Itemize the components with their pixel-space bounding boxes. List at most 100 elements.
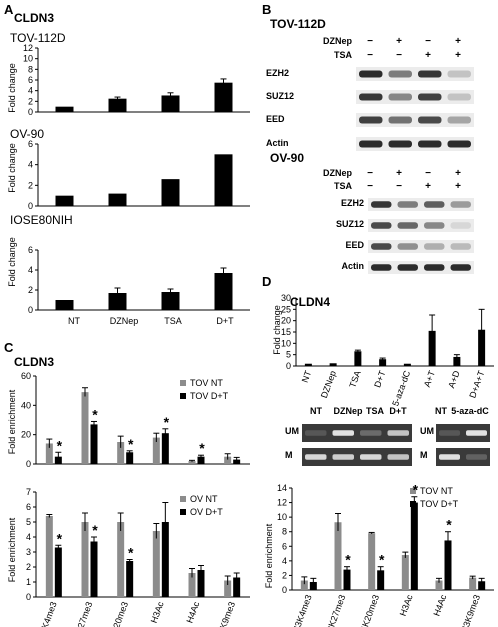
western-blot-images <box>356 67 474 274</box>
significance-star-3-4: * <box>199 440 205 456</box>
blot-1-row-suz12: SUZ12 <box>266 91 294 101</box>
bar-5-0 <box>304 363 312 366</box>
blot-2-row-0-band-3 <box>450 201 471 208</box>
bar-3-0-5 <box>224 456 232 464</box>
legend-ov-nt: OV NT <box>190 494 218 504</box>
blot-2-row-1-band-1 <box>397 222 418 229</box>
blot-2-row-ezh2: EZH2 <box>341 198 364 208</box>
blot-2-row-0-band-1 <box>397 201 418 208</box>
bar-6-1-1 <box>343 569 351 590</box>
y-tick-label-5-6: 30 <box>281 293 291 303</box>
x-tick-label-5-7: D+A+T <box>467 369 486 400</box>
blot-1-row-1-band-0 <box>359 93 383 101</box>
y-tick-label-0-2: 4 <box>28 86 33 96</box>
bar-0-2 <box>161 95 180 112</box>
blot-2-row-2-band-0 <box>371 243 392 250</box>
y-tick-label-0-1: 2 <box>28 96 33 106</box>
y-tick-label-6-3: 6 <box>282 541 287 551</box>
bar-4-1-1 <box>90 541 98 597</box>
bar-6-1-5 <box>478 581 486 590</box>
gel-row-m: M <box>285 450 293 460</box>
y-tick-label-1-3: 6 <box>28 139 33 149</box>
y-tick-label-3-1: 20 <box>21 430 31 440</box>
panel-c-title: CLDN3 <box>14 355 54 369</box>
x-tick-label-4-3: H3Ac <box>149 600 166 625</box>
y-tick-label-6-1: 2 <box>282 570 287 580</box>
bar-3-0-3 <box>152 437 160 464</box>
y-tick-label-4-0: 0 <box>26 592 31 602</box>
bar-2-0 <box>55 300 74 310</box>
blot-1-sign-2-1: − <box>367 50 373 61</box>
blot-1-sign-1-3: − <box>425 36 431 47</box>
significance-star-3-2: * <box>128 436 134 452</box>
gel-m-left-bg <box>302 448 412 466</box>
y-tick-label-2-2: 4 <box>28 265 33 275</box>
y-tick-label-6-4: 8 <box>282 527 287 537</box>
x-tick-label-6-4: H4Ac <box>431 593 448 618</box>
y-tick-label-3-0: 0 <box>26 459 31 469</box>
blot-2-sign-2-3: + <box>425 181 431 192</box>
x-tick-label-6-3: H3Ac <box>398 593 415 618</box>
bar-1-2 <box>161 179 180 206</box>
blot-2-row-0-band-0 <box>371 201 392 208</box>
blot-2-row-1-band-0 <box>371 222 392 229</box>
bar-0-3 <box>214 82 233 112</box>
blot-2-row-2-band-2 <box>424 243 445 250</box>
y-tick-label-4-5: 5 <box>26 517 31 527</box>
bar-4-0-2 <box>117 522 125 597</box>
panel-d-title: CLDN4 <box>290 295 330 309</box>
bar-1-0 <box>55 195 74 206</box>
bar-4-1-0 <box>54 547 62 597</box>
bar-5-4 <box>403 363 411 366</box>
blot-group-2-name: OV-90 <box>270 151 304 165</box>
blot-1-row-0-band-2 <box>418 70 442 78</box>
bar-6-0-5 <box>469 577 477 590</box>
panel-c-ylabel-top: Fold enrichment <box>7 389 17 454</box>
gel-um-left-band-1 <box>332 430 354 436</box>
blot-2-sign-2-1: − <box>367 181 373 192</box>
blot-2-treat1-label: DZNep <box>323 168 353 178</box>
blot-2-row-2-band-1 <box>397 243 418 250</box>
y-tick-label-4-3: 3 <box>26 547 31 557</box>
blot-2-sign-2-4: + <box>455 181 461 192</box>
blot-1-row-2-band-1 <box>388 116 412 124</box>
gel-um-right-band-1 <box>466 430 487 436</box>
bar-3-1-2 <box>126 452 134 464</box>
bar-5-1 <box>329 363 337 366</box>
y-tick-label-1-1: 2 <box>28 180 33 190</box>
y-tick-label-5-2: 10 <box>281 338 291 348</box>
y-tick-label-3-3: 60 <box>21 371 31 381</box>
bar-4-1-2 <box>126 561 134 597</box>
blot-2-row-3-band-2 <box>424 264 445 271</box>
legend-swatch-tov-nt <box>180 380 186 386</box>
bar-4-0-4 <box>188 573 196 597</box>
blot-2-row-eed: EED <box>345 240 364 250</box>
bar-6-1-4 <box>444 540 452 590</box>
blot-1-row-1-band-1 <box>388 93 412 101</box>
blot-1-row-3-band-0 <box>359 140 383 148</box>
x-tick-label-5-5: A+T <box>422 369 437 389</box>
legend-swatch-tov-dt <box>180 393 186 399</box>
panel-a-title: CLDN3 <box>14 11 54 25</box>
bar-1-1 <box>108 193 127 206</box>
bar-charts: 024681012024602460204060*****01234567***… <box>21 43 494 627</box>
bar-6-0-4 <box>435 580 443 590</box>
blot-1-row-2-band-0 <box>359 116 383 124</box>
y-tick-label-5-5: 25 <box>281 304 291 314</box>
y-tick-label-5-4: 20 <box>281 316 291 326</box>
bar-2-3 <box>214 273 233 310</box>
legend-tov-nt: TOV NT <box>190 378 223 388</box>
bar-6-1-0 <box>309 581 317 590</box>
blot-2-row-2-band-3 <box>450 243 471 250</box>
blot-2-sign-2-2: − <box>396 181 402 192</box>
blot-1-row-1-band-2 <box>418 93 442 101</box>
blot-1-row-0-band-1 <box>388 70 412 78</box>
x-tick-label-5-6: A+D <box>446 369 462 390</box>
y-tick-label-6-0: 0 <box>282 585 287 595</box>
bar-2-2 <box>161 292 180 310</box>
x-tick-label-5-2: TSA <box>347 369 362 389</box>
blot-1-row-3-strip <box>356 137 474 151</box>
x-tick-label-5-3: D+T <box>372 369 387 389</box>
bar-0-1 <box>108 98 127 112</box>
